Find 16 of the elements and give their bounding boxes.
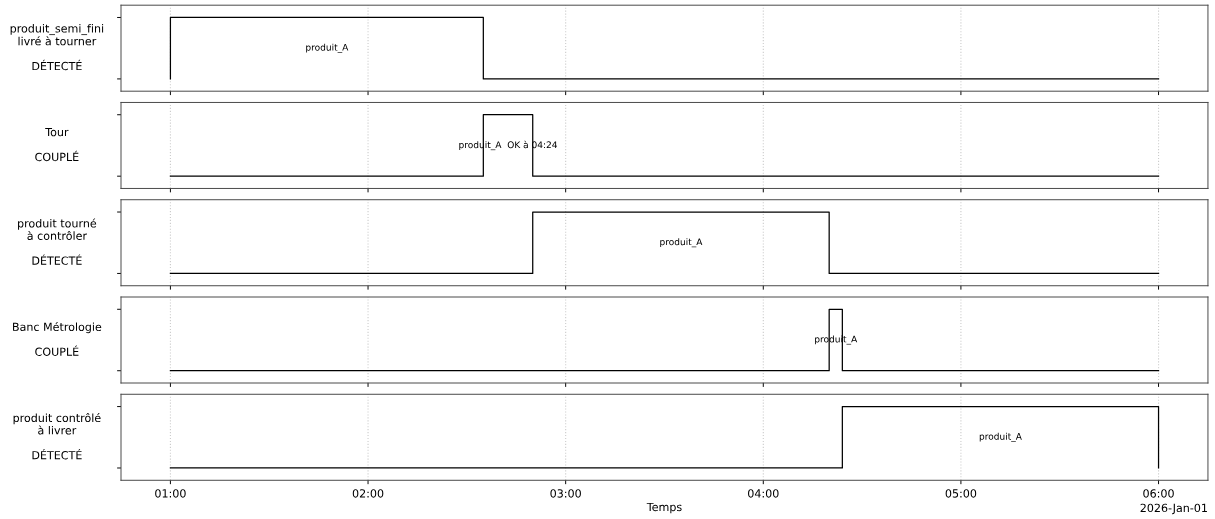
text: Tour COUPLÉ [35,127,79,162]
x-axis-title: Temps [646,502,682,514]
x-tick-label: 05:00 [945,489,977,498]
annotation: produit_A [979,432,1022,442]
text: 2026-Jan-01 [1140,503,1207,515]
text: produit contrôlé à livrer DÉTECTÉ [13,413,101,460]
x-tick-label: 01:00 [155,489,186,498]
x-tick-label: 03:00 [550,489,581,498]
y-axis-title: Banc Métrologie COUPLÉ [13,321,102,356]
text: produit_semi_fini livré à tourner DÉTECTÉ [10,24,104,71]
x-tick-label: 02:00 [352,489,384,498]
annotation: produit_A [660,238,703,248]
x-tick-label: 06:00 [1143,489,1174,498]
text: produit tourné à contrôler DÉTECTÉ [18,218,97,265]
annotation: produit_A [306,43,349,53]
x-tick-label: 04:00 [748,489,779,498]
